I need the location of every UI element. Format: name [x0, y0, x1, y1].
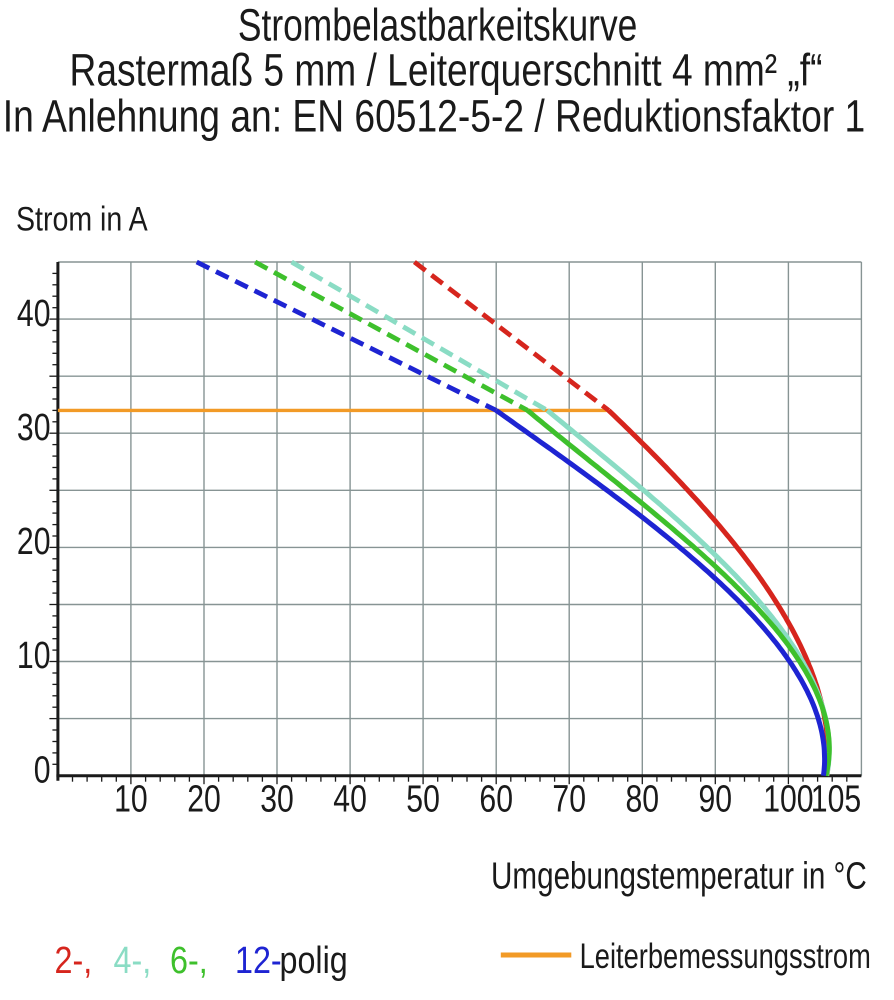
svg-text:40: 40: [333, 778, 367, 820]
svg-text:Leiterbemessungsstrom: Leiterbemessungsstrom: [580, 937, 871, 976]
svg-text:20: 20: [17, 521, 51, 563]
svg-text:20: 20: [187, 778, 221, 820]
svg-text:In Anlehnung an: EN 60512-5-2: In Anlehnung an: EN 60512-5-2 / Reduktio…: [3, 91, 866, 141]
svg-text:80: 80: [626, 778, 660, 820]
svg-text:40: 40: [17, 293, 51, 335]
svg-text:12-: 12-: [235, 940, 282, 982]
svg-text:30: 30: [260, 778, 294, 820]
svg-text:30: 30: [17, 407, 51, 449]
svg-text:70: 70: [552, 778, 586, 820]
svg-text:4-,: 4-,: [114, 940, 152, 982]
svg-text:10: 10: [114, 778, 148, 820]
svg-text:50: 50: [406, 778, 440, 820]
svg-text:polig: polig: [280, 940, 348, 982]
svg-text:6-,: 6-,: [170, 940, 208, 982]
svg-text:Umgebungstemperatur in °C: Umgebungstemperatur in °C: [491, 855, 867, 897]
svg-text:60: 60: [479, 778, 513, 820]
svg-text:Strom in A: Strom in A: [16, 200, 148, 238]
svg-text:10: 10: [17, 635, 51, 677]
svg-text:Rastermaß 5 mm / Leiterquersch: Rastermaß 5 mm / Leiterquerschnitt 4 mm²…: [70, 45, 823, 95]
svg-text:100: 100: [763, 778, 813, 820]
svg-text:Strombelastbarkeitskurve: Strombelastbarkeitskurve: [238, 0, 637, 50]
svg-text:105: 105: [811, 778, 861, 820]
svg-text:90: 90: [699, 778, 733, 820]
svg-text:2-,: 2-,: [55, 940, 93, 982]
svg-text:0: 0: [34, 749, 51, 791]
